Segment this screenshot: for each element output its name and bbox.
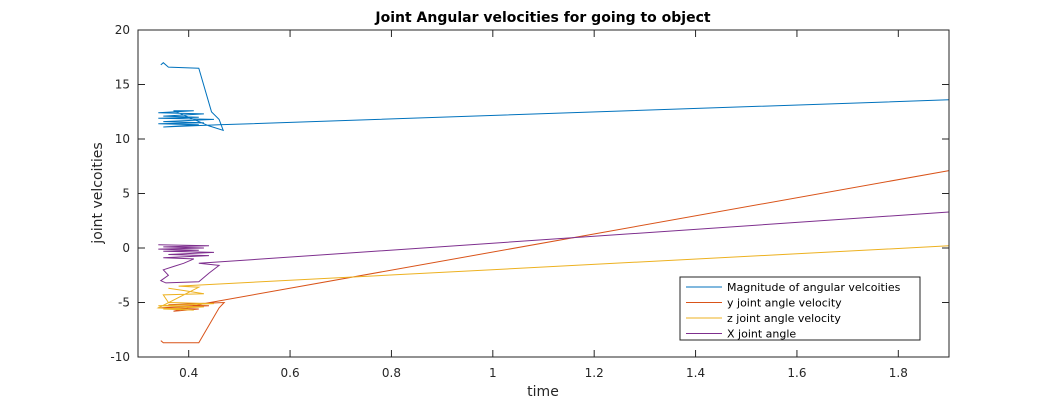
y-tick-label: -5 xyxy=(118,296,130,310)
y-axis: -10 -5 0 5 10 15 20 xyxy=(110,23,949,364)
x-tick-label: 1.2 xyxy=(585,366,604,380)
legend-label-2: y joint angle velocity xyxy=(727,297,842,310)
y-tick-label: 10 xyxy=(115,132,130,146)
x-tick-label: 1.6 xyxy=(787,366,806,380)
y-axis-label: joint velcoities xyxy=(90,142,106,244)
x-tick-label: 0.4 xyxy=(179,366,198,380)
y-tick-label: 0 xyxy=(122,241,130,255)
x-tick-label: 1 xyxy=(489,366,497,380)
legend-label-4: X joint angle xyxy=(727,328,796,341)
x-tick-label: 0.6 xyxy=(281,366,300,380)
y-tick-label: 15 xyxy=(115,78,130,92)
legend-label-1: Magnitude of angular velcoities xyxy=(727,281,901,294)
legend: Magnitude of angular velcoities y joint a… xyxy=(679,276,921,341)
series-line-3 xyxy=(156,245,950,311)
x-tick-label: 1.8 xyxy=(889,366,908,380)
x-axis: 0.4 0.6 0.8 1 1.2 1.4 1.6 1.8 xyxy=(179,30,908,380)
legend-label-3: z joint angle velocity xyxy=(727,312,841,325)
series-layer xyxy=(156,62,950,344)
series-line-1 xyxy=(158,62,950,132)
chart-title: Joint Angular velocities for going to ob… xyxy=(374,10,711,26)
series-line-4 xyxy=(158,211,950,284)
y-tick-label: -10 xyxy=(110,350,130,364)
x-tick-label: 0.8 xyxy=(382,366,401,380)
y-tick-label: 5 xyxy=(122,187,130,201)
x-tick-label: 1.4 xyxy=(686,366,705,380)
x-axis-label: time xyxy=(527,384,559,400)
y-tick-label: 20 xyxy=(115,23,130,37)
